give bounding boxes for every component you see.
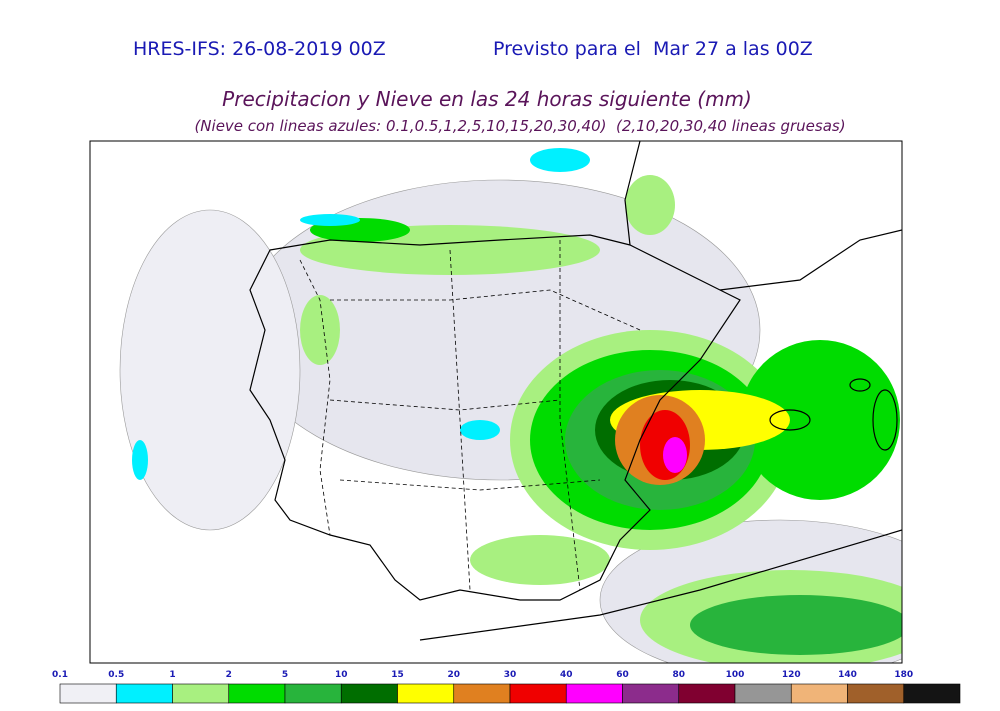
colorbar: 0.1 0.5 1 2 5 10 15 20 30 40 60 80 100 120 140 180 [52, 670, 961, 704]
legend-label: 2 [226, 670, 232, 680]
run-label: HRES-IFS: 26-08-2019 00Z [133, 38, 386, 60]
map-title: Precipitacion y Nieve en las 24 horas si… [222, 87, 752, 111]
legend-swatch [565, 683, 623, 704]
borders [299, 240, 641, 591]
legend-swatch [847, 683, 905, 704]
legend-label: 120 [782, 670, 801, 680]
legend-swatch [622, 683, 680, 704]
valid-label: Previsto para el Mar 27 a las 00Z [493, 38, 813, 60]
map-subtitle: (Nieve con lineas azules: 0.1,0.5,1,2,5,… [194, 117, 845, 135]
legend-label: 0.5 [108, 670, 124, 680]
map [89, 140, 903, 664]
legend-swatch [115, 683, 173, 704]
legend-label: 10 [335, 670, 348, 680]
precip-field [119, 148, 902, 663]
legend-swatch [509, 683, 567, 704]
legend-label: 20 [447, 670, 460, 680]
legend-label: 80 [672, 670, 685, 680]
legend-label: 1 [169, 670, 175, 680]
legend-swatch [903, 683, 961, 704]
legend-swatch [340, 683, 398, 704]
legend-swatch [397, 683, 455, 704]
map-frame [89, 140, 903, 664]
legend-label: 0.1 [52, 670, 68, 680]
legend-label: 30 [504, 670, 517, 680]
legend-label: 15 [391, 670, 404, 680]
legend-swatch [734, 683, 792, 704]
legend-swatch [172, 683, 230, 704]
legend-label: 40 [560, 670, 573, 680]
legend-swatch [59, 683, 117, 704]
legend-swatch [790, 683, 848, 704]
legend-label: 140 [838, 670, 857, 680]
legend-label: 100 [726, 670, 745, 680]
legend-label: 60 [616, 670, 629, 680]
legend-swatch [678, 683, 736, 704]
legend-swatch [453, 683, 511, 704]
legend-swatch [284, 683, 342, 704]
legend-swatch [228, 683, 286, 704]
legend-label: 180 [894, 670, 913, 680]
legend-label: 5 [282, 670, 288, 680]
